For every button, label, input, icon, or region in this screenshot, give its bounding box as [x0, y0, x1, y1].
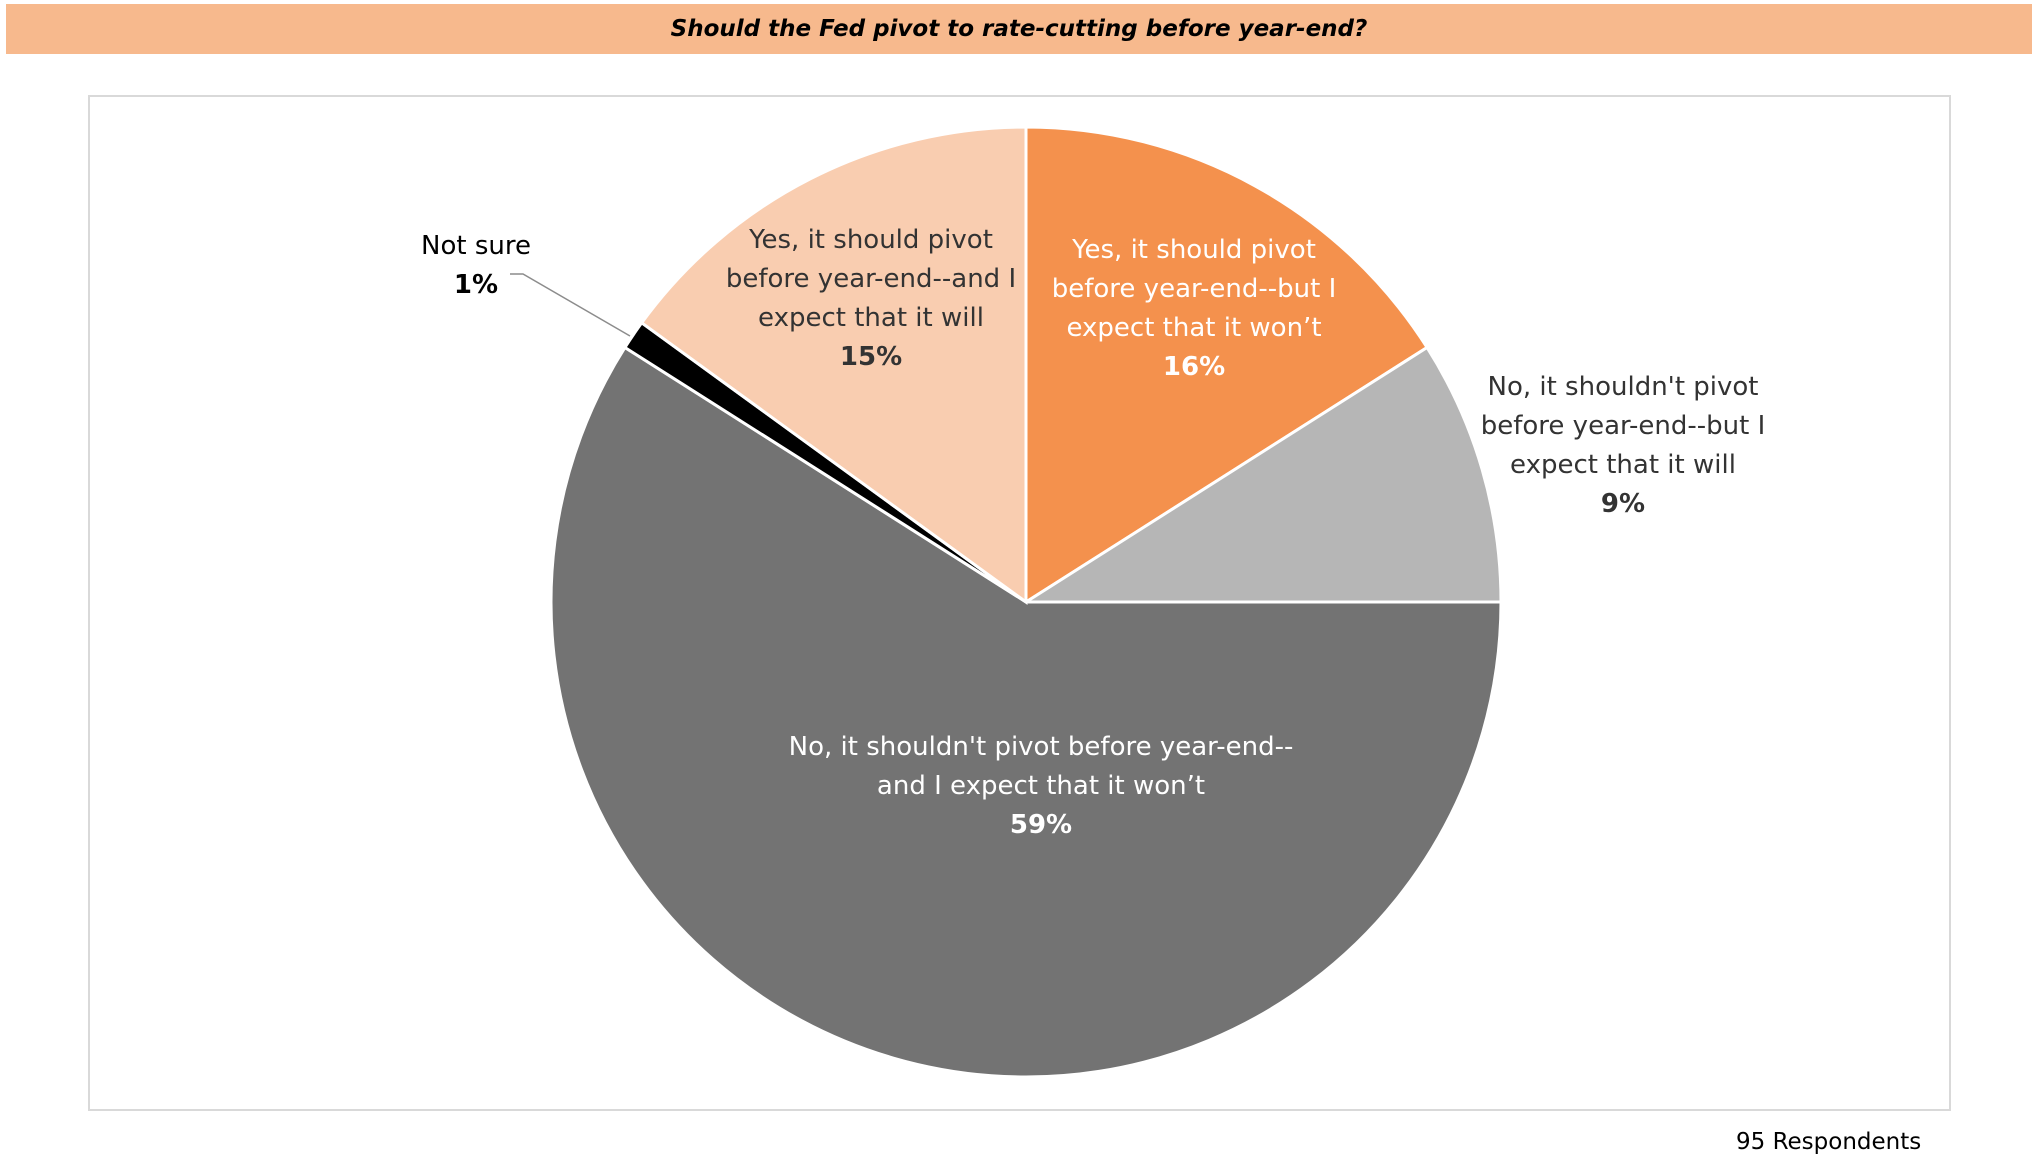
slice-label-yes-wont: Yes, it should pivot before year-end--bu…	[1051, 235, 1337, 382]
respondents-note: 95 Respondents	[1736, 1129, 1922, 1155]
chart-area: Yes, it should pivot before year-end--bu…	[88, 95, 1951, 1155]
slice-label-yes-will: Yes, it should pivot before year-end--an…	[725, 225, 1017, 372]
slice-no-will	[1020, 345, 1503, 604]
slice-label-no-will: No, it shouldn't pivot before year-end--…	[1480, 372, 1766, 519]
slice-yes-will	[639, 125, 1028, 605]
slice-no-wont	[549, 345, 1503, 1079]
slice-label-no-wont: No, it shouldn't pivot before year-end--…	[788, 732, 1294, 840]
title-banner: Should the Fed pivot to rate-cutting bef…	[6, 4, 2032, 54]
slice-label-not-sure: Not sure 1%	[421, 231, 531, 300]
pie-chart	[510, 125, 1503, 1079]
chart-title: Should the Fed pivot to rate-cutting bef…	[670, 16, 1368, 42]
leader-line-not-sure	[510, 273, 631, 337]
slice-yes-wont	[1024, 125, 1430, 605]
